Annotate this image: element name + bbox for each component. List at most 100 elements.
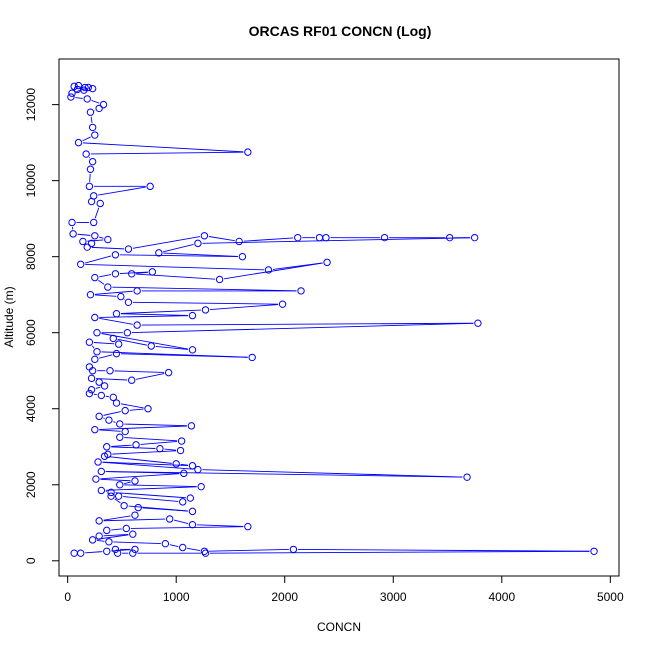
x-tick-label: 0	[64, 590, 71, 604]
data-point	[164, 368, 173, 377]
data-point	[188, 346, 197, 354]
series-segment	[100, 478, 131, 482]
data-point	[93, 348, 101, 356]
series-segment	[103, 533, 129, 537]
chart-title: ORCAS RF01 CONCN (Log)	[249, 23, 432, 39]
data-point	[67, 93, 75, 101]
data-point	[470, 233, 479, 242]
series-segment	[102, 461, 194, 470]
data-point	[103, 526, 111, 535]
data-point	[97, 391, 106, 400]
series-segment	[96, 378, 128, 381]
series-segment	[120, 309, 202, 314]
series-segment	[131, 322, 474, 334]
series-segment	[105, 471, 180, 474]
series-segment	[102, 461, 189, 467]
y-axis: 0 2000 4000 6000 8000 10000 12000	[24, 88, 60, 564]
data-point	[95, 517, 103, 525]
data-point	[179, 498, 187, 506]
data-point	[120, 501, 128, 510]
series-segment	[243, 237, 294, 242]
series-segment	[91, 246, 124, 250]
series-segment	[124, 481, 131, 485]
data-point	[297, 287, 305, 295]
data-point	[85, 182, 94, 191]
series-segment	[208, 236, 235, 242]
data-point	[88, 536, 97, 544]
series-segment	[99, 317, 133, 325]
series-segment	[113, 421, 116, 423]
series-segment	[140, 440, 178, 445]
data-point	[248, 353, 256, 362]
data-point	[82, 150, 90, 158]
data-point	[107, 492, 115, 500]
data-point	[201, 549, 210, 557]
data-point	[129, 549, 137, 557]
series-segment	[163, 243, 194, 253]
series-segment	[91, 345, 95, 349]
series-lines	[72, 86, 590, 554]
data-point	[95, 378, 103, 386]
data-point	[238, 252, 247, 261]
series-segment	[223, 262, 323, 280]
data-point	[322, 233, 330, 242]
data-point	[96, 199, 104, 208]
data-point	[264, 266, 273, 274]
series-segment	[105, 486, 197, 491]
data-point	[133, 287, 141, 295]
data-point	[188, 311, 197, 320]
data-point	[83, 243, 91, 251]
data-point	[94, 458, 102, 466]
data-point	[590, 547, 598, 555]
data-point	[77, 260, 85, 268]
series-segment	[95, 386, 101, 389]
data-point	[109, 334, 117, 343]
data-point	[109, 393, 117, 402]
y-tick-label: 6000	[24, 319, 38, 346]
series-segment	[129, 408, 144, 411]
series-segment	[202, 469, 463, 478]
data-point	[88, 84, 97, 93]
series-segment	[121, 313, 189, 316]
data-point	[88, 157, 97, 166]
data-point	[161, 539, 170, 548]
series-segment	[88, 157, 91, 159]
series-segment	[100, 473, 180, 480]
series-segment	[97, 539, 105, 542]
data-point	[107, 488, 115, 497]
data-point	[100, 452, 109, 460]
series-segment	[91, 99, 100, 104]
data-point	[131, 545, 139, 554]
data-point	[200, 547, 209, 555]
y-axis-label: Altitude (m)	[2, 286, 16, 347]
series-segment	[93, 342, 115, 345]
data-point	[95, 412, 103, 421]
series-segment	[99, 425, 187, 430]
data-point	[148, 268, 157, 276]
data-point	[114, 492, 123, 500]
series-segment	[164, 448, 177, 451]
series-segment	[94, 290, 133, 295]
data-point	[88, 123, 97, 132]
series-segment	[99, 429, 121, 432]
series-segment	[169, 544, 179, 547]
data-point	[121, 406, 129, 415]
data-point	[131, 511, 139, 519]
data-point	[70, 549, 78, 557]
series-segment	[111, 528, 122, 531]
data-point	[201, 306, 210, 314]
series-segment	[103, 417, 105, 419]
data-point	[95, 532, 103, 540]
series-segment	[99, 274, 112, 278]
data-point	[146, 182, 154, 191]
data-point	[117, 292, 125, 301]
series-segment	[141, 322, 474, 326]
data-point	[86, 108, 95, 116]
data-point	[93, 329, 101, 337]
data-point	[74, 81, 83, 90]
data-point	[103, 443, 111, 451]
data-point	[380, 233, 389, 242]
data-point	[121, 427, 129, 436]
data-point	[91, 313, 99, 322]
series-segment	[202, 237, 471, 244]
